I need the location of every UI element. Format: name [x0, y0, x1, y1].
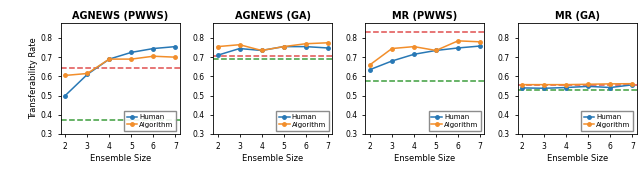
Algorithm: [540, 84, 548, 86]
Human: [127, 51, 135, 53]
Algorithm: [236, 44, 243, 46]
Algorithm: [628, 83, 636, 85]
Legend: Human, Algorithm: Human, Algorithm: [124, 111, 177, 130]
X-axis label: Ensemble Size: Ensemble Size: [394, 154, 456, 163]
Human: [172, 46, 179, 48]
Algorithm: [172, 56, 179, 58]
Human: [83, 73, 91, 76]
Algorithm: [106, 58, 113, 60]
Line: Algorithm: Algorithm: [63, 54, 177, 77]
Legend: Human, Algorithm: Human, Algorithm: [581, 111, 634, 130]
Line: Human: Human: [216, 45, 330, 57]
Algorithm: [432, 49, 440, 52]
Algorithm: [563, 84, 570, 86]
X-axis label: Ensemble Size: Ensemble Size: [90, 154, 151, 163]
Algorithm: [607, 83, 614, 85]
Algorithm: [150, 55, 157, 57]
Algorithm: [258, 49, 266, 52]
Human: [214, 54, 221, 56]
X-axis label: Ensemble Size: Ensemble Size: [242, 154, 303, 163]
Algorithm: [280, 46, 287, 48]
Human: [236, 48, 243, 50]
Algorithm: [518, 84, 526, 86]
Human: [518, 87, 526, 89]
Human: [280, 46, 287, 48]
Algorithm: [61, 74, 69, 76]
Human: [258, 49, 266, 52]
Algorithm: [366, 64, 374, 66]
Human: [628, 84, 636, 86]
Line: Human: Human: [520, 83, 634, 90]
Line: Human: Human: [63, 45, 177, 97]
Human: [106, 58, 113, 60]
Line: Algorithm: Algorithm: [368, 39, 482, 67]
Title: AGNEWS (GA): AGNEWS (GA): [235, 11, 310, 21]
Human: [61, 94, 69, 97]
Legend: Human, Algorithm: Human, Algorithm: [429, 111, 481, 130]
Y-axis label: Transferability Rate: Transferability Rate: [29, 37, 38, 119]
Human: [432, 49, 440, 52]
Human: [476, 45, 484, 47]
Human: [584, 85, 592, 87]
Line: Algorithm: Algorithm: [216, 41, 330, 52]
Human: [410, 53, 418, 55]
Algorithm: [324, 42, 332, 44]
Human: [607, 86, 614, 89]
Algorithm: [302, 43, 310, 45]
Human: [366, 69, 374, 71]
Algorithm: [584, 83, 592, 85]
Legend: Human, Algorithm: Human, Algorithm: [276, 111, 329, 130]
Algorithm: [476, 41, 484, 43]
Line: Human: Human: [368, 44, 482, 71]
Line: Algorithm: Algorithm: [520, 82, 634, 86]
Algorithm: [454, 40, 462, 42]
Title: MR (GA): MR (GA): [555, 11, 600, 21]
Title: MR (PWWS): MR (PWWS): [392, 11, 458, 21]
Title: AGNEWS (PWWS): AGNEWS (PWWS): [72, 11, 168, 21]
Human: [563, 86, 570, 89]
Human: [324, 47, 332, 49]
X-axis label: Ensemble Size: Ensemble Size: [547, 154, 608, 163]
Algorithm: [388, 48, 396, 50]
Human: [454, 47, 462, 49]
Algorithm: [127, 58, 135, 60]
Human: [302, 46, 310, 48]
Human: [540, 87, 548, 89]
Algorithm: [214, 46, 221, 48]
Algorithm: [83, 72, 91, 74]
Algorithm: [410, 46, 418, 48]
Human: [150, 48, 157, 50]
Human: [388, 60, 396, 62]
